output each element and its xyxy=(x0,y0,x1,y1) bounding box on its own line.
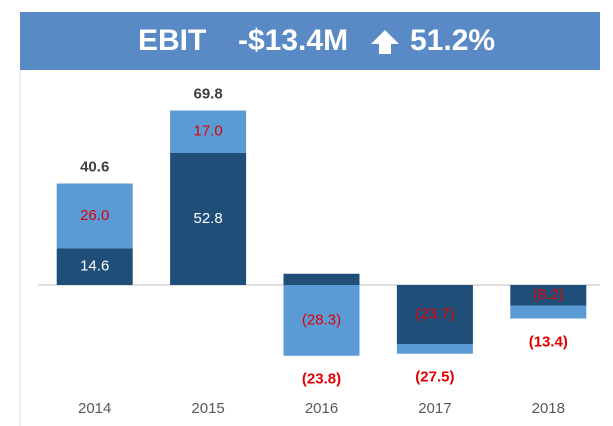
total-label: (27.5) xyxy=(415,369,454,386)
total-label: (23.8) xyxy=(302,371,341,388)
data-label: (23.7) xyxy=(415,306,454,323)
bar-segment xyxy=(170,153,247,285)
x-tick-label: 2014 xyxy=(78,400,111,417)
bar-segment xyxy=(396,285,473,345)
kpi-value: -$13.4M xyxy=(238,24,348,57)
data-label: 17.0 xyxy=(193,123,222,140)
x-tick-label: 2015 xyxy=(191,400,224,417)
bar-segment xyxy=(170,110,247,153)
total-label: (13.4) xyxy=(529,333,568,350)
chart-title: EBIT xyxy=(138,24,206,57)
bar-segment xyxy=(56,248,133,285)
bar-segment xyxy=(396,344,473,354)
data-label: (28.3) xyxy=(302,311,341,328)
bar-segment xyxy=(283,273,360,285)
data-label: 14.6 xyxy=(80,258,109,275)
x-tick-label: 2018 xyxy=(532,400,565,417)
data-label: 52.8 xyxy=(193,210,222,227)
x-tick-label: 2016 xyxy=(305,400,338,417)
up-arrow-icon xyxy=(371,30,399,54)
bar-segment xyxy=(510,305,587,319)
x-tick-label: 2017 xyxy=(418,400,451,417)
total-label: 69.8 xyxy=(193,85,222,102)
bar-segment xyxy=(283,285,360,356)
data-label: (8.2) xyxy=(533,286,564,303)
data-label: 26.0 xyxy=(80,207,109,224)
bar-segment xyxy=(510,285,587,306)
header-band xyxy=(20,12,600,70)
total-label: 40.6 xyxy=(80,158,109,175)
kpi-change: 51.2% xyxy=(410,24,495,57)
bar-segment xyxy=(56,183,133,249)
